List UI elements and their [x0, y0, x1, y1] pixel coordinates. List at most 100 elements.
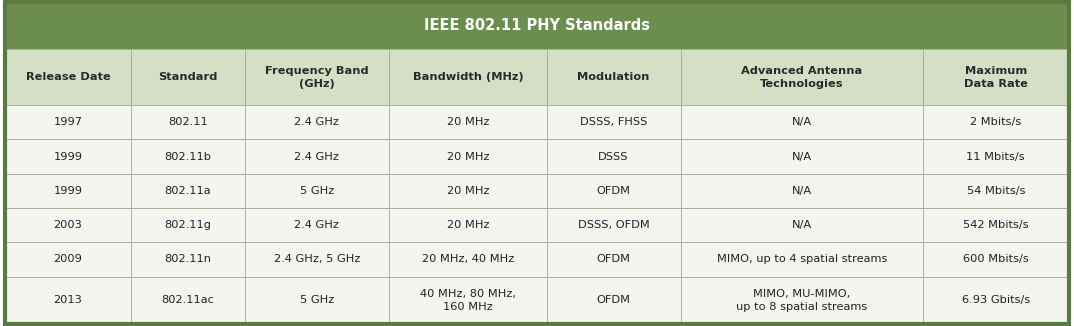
- Text: DSSS: DSSS: [598, 152, 628, 162]
- Bar: [681, 174, 923, 208]
- Text: 542 Mbits/s: 542 Mbits/s: [963, 220, 1029, 230]
- Text: N/A: N/A: [792, 186, 812, 196]
- Text: 802.11ac: 802.11ac: [161, 295, 214, 305]
- Text: 2.4 GHz: 2.4 GHz: [294, 220, 339, 230]
- Bar: [245, 242, 389, 277]
- Text: Bandwidth (MHz): Bandwidth (MHz): [412, 72, 523, 82]
- Bar: [245, 105, 389, 140]
- Text: Standard: Standard: [158, 72, 217, 82]
- Text: Modulation: Modulation: [578, 72, 650, 82]
- Bar: [389, 277, 547, 324]
- Bar: [245, 140, 389, 174]
- Bar: [5, 277, 131, 324]
- Text: 40 MHz, 80 MHz,
160 MHz: 40 MHz, 80 MHz, 160 MHz: [420, 289, 516, 312]
- Text: 2003: 2003: [54, 220, 83, 230]
- Bar: [131, 174, 245, 208]
- Bar: [547, 174, 681, 208]
- Bar: [389, 105, 547, 140]
- Text: Advanced Antenna
Technologies: Advanced Antenna Technologies: [741, 66, 862, 88]
- Text: N/A: N/A: [792, 220, 812, 230]
- Bar: [547, 242, 681, 277]
- Bar: [389, 140, 547, 174]
- Text: 2009: 2009: [54, 255, 83, 264]
- Bar: [547, 208, 681, 242]
- Text: N/A: N/A: [792, 117, 812, 127]
- Bar: [681, 49, 923, 105]
- Bar: [547, 277, 681, 324]
- Text: 20 MHz: 20 MHz: [447, 186, 489, 196]
- Bar: [131, 140, 245, 174]
- Bar: [547, 49, 681, 105]
- Bar: [923, 277, 1069, 324]
- Text: OFDM: OFDM: [596, 186, 630, 196]
- Text: 20 MHz: 20 MHz: [447, 220, 489, 230]
- Bar: [923, 140, 1069, 174]
- Bar: [245, 174, 389, 208]
- Text: 2 Mbits/s: 2 Mbits/s: [970, 117, 1021, 127]
- Bar: [923, 174, 1069, 208]
- Bar: [5, 140, 131, 174]
- Bar: [923, 105, 1069, 140]
- Text: 6.93 Gbits/s: 6.93 Gbits/s: [961, 295, 1030, 305]
- Bar: [131, 277, 245, 324]
- Bar: [681, 277, 923, 324]
- Bar: [5, 49, 131, 105]
- Text: Release Date: Release Date: [26, 72, 111, 82]
- Bar: [923, 49, 1069, 105]
- Bar: [923, 208, 1069, 242]
- Bar: [5, 2, 1069, 49]
- Bar: [923, 242, 1069, 277]
- Text: OFDM: OFDM: [596, 255, 630, 264]
- Text: 1999: 1999: [54, 152, 83, 162]
- Text: 20 MHz: 20 MHz: [447, 152, 489, 162]
- Text: 20 MHz, 40 MHz: 20 MHz, 40 MHz: [422, 255, 514, 264]
- Bar: [131, 242, 245, 277]
- Text: IEEE 802.11 PHY Standards: IEEE 802.11 PHY Standards: [424, 18, 650, 33]
- Text: 2.4 GHz: 2.4 GHz: [294, 117, 339, 127]
- Text: 2013: 2013: [54, 295, 83, 305]
- Bar: [245, 49, 389, 105]
- Bar: [547, 140, 681, 174]
- Text: OFDM: OFDM: [596, 295, 630, 305]
- Text: 802.11b: 802.11b: [164, 152, 212, 162]
- Text: 11 Mbits/s: 11 Mbits/s: [967, 152, 1025, 162]
- Text: MIMO, up to 4 spatial streams: MIMO, up to 4 spatial streams: [716, 255, 887, 264]
- Text: 1997: 1997: [54, 117, 83, 127]
- Text: 5 GHz: 5 GHz: [300, 186, 334, 196]
- Text: 2.4 GHz: 2.4 GHz: [294, 152, 339, 162]
- Text: 20 MHz: 20 MHz: [447, 117, 489, 127]
- Text: 5 GHz: 5 GHz: [300, 295, 334, 305]
- Text: Frequency Band
(GHz): Frequency Band (GHz): [265, 66, 368, 88]
- Text: N/A: N/A: [792, 152, 812, 162]
- Bar: [5, 174, 131, 208]
- Text: DSSS, FHSS: DSSS, FHSS: [580, 117, 648, 127]
- Bar: [389, 174, 547, 208]
- Text: 2.4 GHz, 5 GHz: 2.4 GHz, 5 GHz: [274, 255, 360, 264]
- Bar: [5, 208, 131, 242]
- Text: 54 Mbits/s: 54 Mbits/s: [967, 186, 1025, 196]
- Bar: [389, 208, 547, 242]
- Bar: [681, 140, 923, 174]
- Bar: [5, 242, 131, 277]
- Bar: [131, 49, 245, 105]
- Text: 1999: 1999: [54, 186, 83, 196]
- Text: 802.11a: 802.11a: [164, 186, 211, 196]
- Bar: [681, 105, 923, 140]
- Bar: [389, 242, 547, 277]
- Bar: [5, 105, 131, 140]
- Text: 802.11g: 802.11g: [164, 220, 212, 230]
- Text: 802.11: 802.11: [168, 117, 207, 127]
- Text: Maximum
Data Rate: Maximum Data Rate: [963, 66, 1028, 88]
- Text: DSSS, OFDM: DSSS, OFDM: [578, 220, 650, 230]
- Bar: [681, 208, 923, 242]
- Bar: [681, 242, 923, 277]
- Text: MIMO, MU-MIMO,
up to 8 spatial streams: MIMO, MU-MIMO, up to 8 spatial streams: [736, 289, 868, 312]
- Text: 802.11n: 802.11n: [164, 255, 212, 264]
- Text: 600 Mbits/s: 600 Mbits/s: [963, 255, 1029, 264]
- Bar: [131, 105, 245, 140]
- Bar: [245, 277, 389, 324]
- Bar: [245, 208, 389, 242]
- Bar: [131, 208, 245, 242]
- Bar: [389, 49, 547, 105]
- Bar: [547, 105, 681, 140]
